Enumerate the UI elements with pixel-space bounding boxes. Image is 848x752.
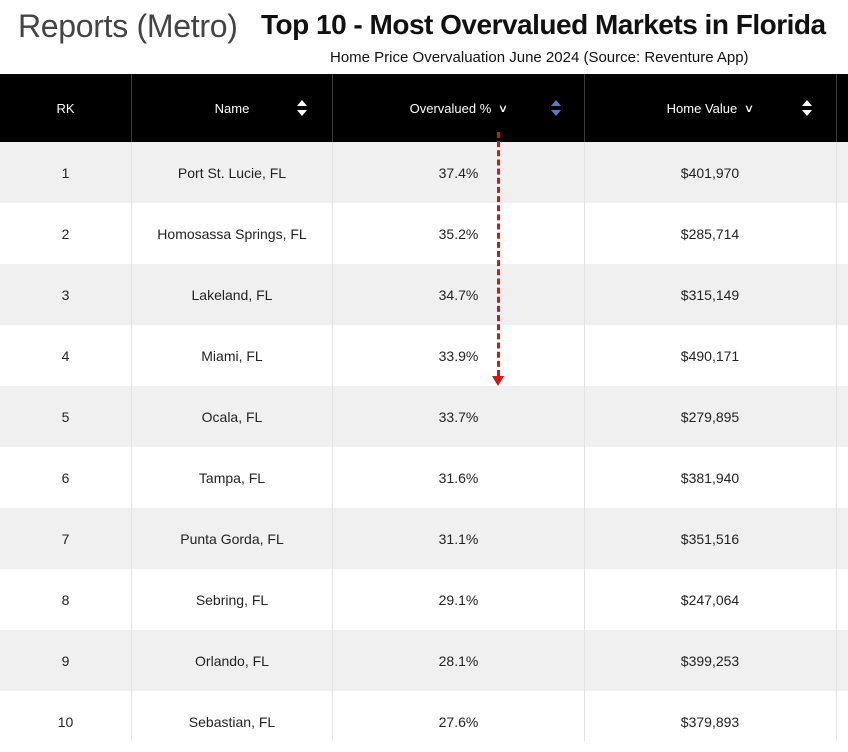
- annotation-arrow-head: [492, 376, 504, 386]
- rank-cell: 3: [61, 286, 70, 303]
- table-row[interactable]: 4 Miami, FL 33.9% $490,171: [0, 325, 848, 386]
- name-cell: Sebring, FL: [195, 591, 269, 608]
- name-cell: Ocala, FL: [201, 408, 263, 425]
- column-header-name[interactable]: Name: [132, 74, 332, 142]
- rank-cell: 4: [61, 347, 70, 364]
- table-row[interactable]: 9 Orlando, FL 28.1% $399,253: [0, 630, 848, 691]
- column-header-label: Name: [214, 100, 250, 116]
- column-divider: [332, 142, 333, 741]
- name-cell: Punta Gorda, FL: [180, 530, 284, 547]
- name-cell: Miami, FL: [201, 347, 263, 364]
- column-divider: [131, 142, 132, 741]
- home-value-cell: $379,893: [680, 713, 740, 730]
- rank-cell: 6: [61, 469, 70, 486]
- name-cell: Lakeland, FL: [191, 286, 273, 303]
- table-row[interactable]: 5 Ocala, FL 33.7% $279,895: [0, 386, 848, 447]
- table-row[interactable]: 6 Tampa, FL 31.6% $381,940: [0, 447, 848, 508]
- home-value-cell: $315,149: [680, 286, 740, 303]
- column-header-label: RK: [56, 100, 75, 116]
- column-divider: [836, 142, 837, 741]
- name-cell: Sebastian, FL: [188, 713, 276, 730]
- column-divider: [584, 74, 585, 142]
- overvalued-cell: 29.1%: [438, 591, 479, 608]
- column-header-overvalued[interactable]: Overvalued % ∨: [333, 74, 584, 142]
- column-header-label: Overvalued %: [409, 100, 492, 116]
- column-divider: [131, 74, 132, 142]
- column-header-label: Home Value: [666, 100, 738, 116]
- name-cell: Tampa, FL: [198, 469, 266, 486]
- overvalued-cell: 34.7%: [438, 286, 479, 303]
- overvalued-cell: 27.6%: [438, 713, 479, 730]
- column-divider: [332, 74, 333, 142]
- page-title: Top 10 - Most Overvalued Markets in Flor…: [261, 9, 826, 40]
- overvalued-cell: 37.4%: [438, 164, 479, 181]
- sort-updown-icon[interactable]: [801, 98, 813, 118]
- home-value-cell: $490,171: [680, 347, 740, 364]
- overvalued-cell: 33.7%: [438, 408, 479, 425]
- table-row[interactable]: 10 Sebastian, FL 27.6% $379,893: [0, 691, 848, 752]
- overvalued-cell: 33.9%: [438, 347, 479, 364]
- overvalued-cell: 31.6%: [438, 469, 479, 486]
- overvalued-cell: 28.1%: [438, 652, 479, 669]
- home-value-cell: $285,714: [680, 225, 740, 242]
- column-header-rank[interactable]: RK: [0, 74, 131, 142]
- overvalued-cell: 31.1%: [438, 530, 479, 547]
- chevron-down-icon[interactable]: ∨: [498, 102, 509, 115]
- table-header: RK Name Overvalued % ∨ Home Value ∨: [0, 74, 848, 142]
- rank-cell: 7: [61, 530, 70, 547]
- rank-cell: 10: [57, 713, 74, 730]
- chevron-down-icon[interactable]: ∨: [744, 102, 755, 115]
- name-cell: Port St. Lucie, FL: [177, 164, 287, 181]
- table-row[interactable]: 2 Homosassa Springs, FL 35.2% $285,714: [0, 203, 848, 264]
- sort-updown-icon[interactable]: [550, 98, 562, 118]
- annotation-arrow-shaft: [497, 132, 500, 376]
- table-row[interactable]: 3 Lakeland, FL 34.7% $315,149: [0, 264, 848, 325]
- column-divider: [584, 142, 585, 741]
- home-value-cell: $279,895: [680, 408, 740, 425]
- page-subtitle: Home Price Overvaluation June 2024 (Sour…: [330, 49, 749, 66]
- title-area: Reports (Metro) Top 10 - Most Overvalued…: [0, 0, 848, 72]
- rank-cell: 8: [61, 591, 70, 608]
- rank-cell: 9: [61, 652, 70, 669]
- rank-cell: 2: [61, 225, 70, 242]
- home-value-cell: $381,940: [680, 469, 740, 486]
- table-row[interactable]: 1 Port St. Lucie, FL 37.4% $401,970: [0, 142, 848, 203]
- column-header-home-value[interactable]: Home Value ∨: [585, 74, 835, 142]
- column-divider: [836, 74, 837, 142]
- name-cell: Orlando, FL: [195, 652, 269, 669]
- home-value-cell: $401,970: [680, 164, 740, 181]
- rank-cell: 5: [61, 408, 70, 425]
- home-value-cell: $247,064: [680, 591, 740, 608]
- home-value-cell: $399,253: [680, 652, 740, 669]
- table-row[interactable]: 8 Sebring, FL 29.1% $247,064: [0, 569, 848, 630]
- sort-updown-icon[interactable]: [296, 98, 308, 118]
- table-row[interactable]: 7 Punta Gorda, FL 31.1% $351,516: [0, 508, 848, 569]
- rank-cell: 1: [61, 164, 70, 181]
- overvalued-cell: 35.2%: [438, 225, 479, 242]
- section-title: Reports (Metro): [18, 8, 238, 44]
- name-cell: Homosassa Springs, FL: [157, 225, 307, 242]
- home-value-cell: $351,516: [680, 530, 740, 547]
